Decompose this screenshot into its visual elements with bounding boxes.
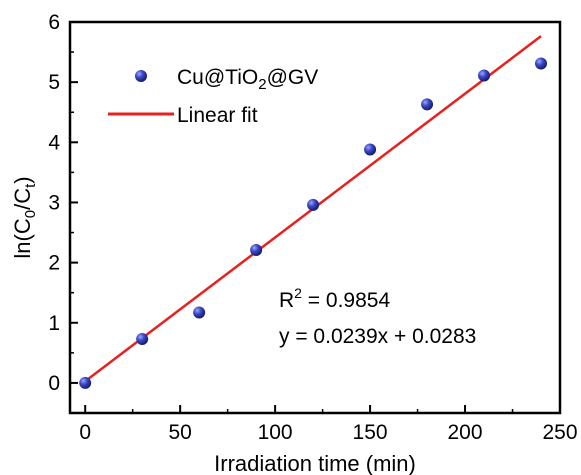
y-axis-ticks: 0 1 2 3 4 5 6: [48, 11, 78, 395]
legend-label-linear-fit: Linear fit: [177, 104, 258, 127]
x-axis-ticks: 0 50 100 150 200 250: [79, 405, 578, 444]
x-tick-label: 150: [353, 421, 388, 444]
data-point: [478, 69, 491, 82]
data-point: [136, 333, 149, 346]
plot-frame: [68, 20, 562, 415]
y-tick-label: 2: [48, 252, 60, 275]
data-point: [250, 243, 263, 256]
data-point: [535, 57, 548, 70]
data-point: [79, 376, 92, 389]
x-tick-label: 200: [448, 421, 483, 444]
x-tick-label: 50: [168, 421, 191, 444]
x-tick-label: 0: [79, 421, 91, 444]
x-tick-label: 250: [542, 421, 577, 444]
data-points: [79, 57, 548, 389]
data-point: [193, 306, 206, 319]
y-tick-label: 4: [48, 131, 60, 154]
y-tick-label: 3: [48, 191, 60, 214]
x-tick-label: 100: [258, 421, 293, 444]
y-tick-label: 1: [48, 312, 60, 335]
legend-label-cu-tio2-gv: Cu@TiO2@GV: [177, 66, 318, 93]
y-axis-title: ln(C0/Ct): [10, 176, 39, 258]
data-point: [307, 198, 320, 211]
fit-equation-annotation: y = 0.0239x + 0.0283: [279, 325, 476, 348]
legend: Cu@TiO2@GV Linear fit: [108, 66, 318, 127]
r-squared-annotation: R2 = 0.9854: [279, 285, 390, 312]
y-tick-label: 5: [48, 71, 60, 94]
y-tick-label: 6: [48, 11, 60, 34]
data-point: [421, 98, 434, 111]
y-tick-label: 0: [48, 372, 60, 395]
data-point: [364, 143, 377, 156]
legend-marker-cu-tio2-gv: [135, 70, 147, 82]
x-axis-title: Irradiation time (min): [214, 451, 416, 475]
